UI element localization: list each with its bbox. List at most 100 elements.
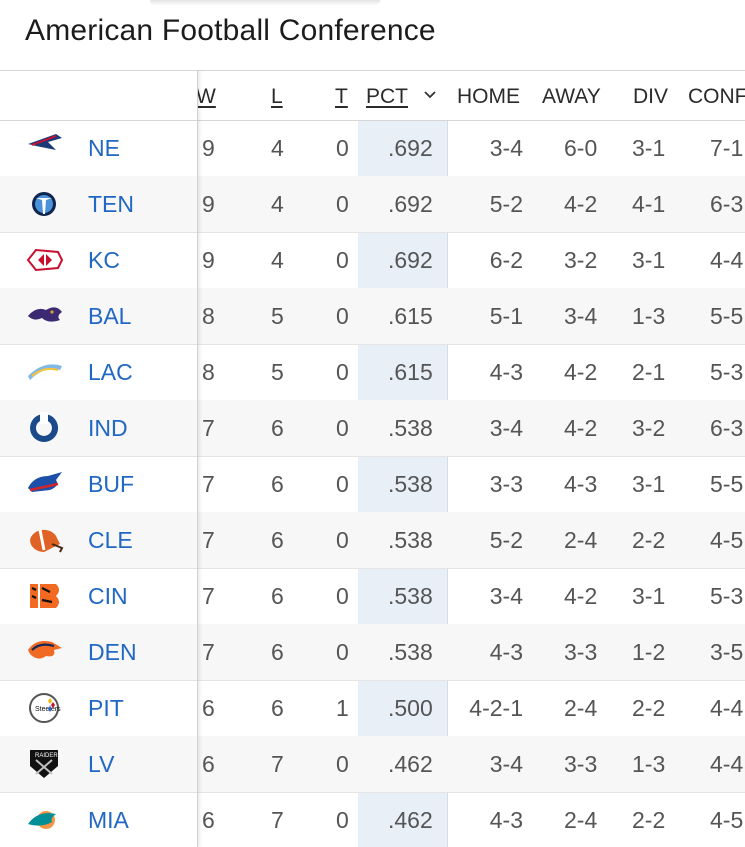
stat-l: 6: [271, 583, 284, 609]
stat-home: 3-4: [489, 415, 523, 441]
stat-div: 1-3: [632, 303, 666, 329]
team-row[interactable]: Steelers PIT: [0, 680, 197, 737]
col-header-w[interactable]: W: [196, 85, 216, 108]
stat-home: 3-4: [489, 135, 523, 161]
stat-away: 2-4: [564, 695, 598, 721]
stat-l: 6: [271, 639, 284, 665]
stat-home: 5-2: [489, 191, 523, 217]
stat-div: 4-1: [632, 191, 666, 217]
standings-table: W L T PCT HOME AWAY DIV CONF 9 4 0 .692 3-4 6…: [0, 70, 745, 847]
stat-t: 0: [336, 303, 349, 329]
svg-text:Steelers: Steelers: [35, 706, 61, 713]
bills-logo: [28, 472, 62, 492]
stat-away: 4-2: [564, 583, 598, 609]
stat-w: 8: [202, 303, 215, 329]
stat-t: 0: [336, 359, 349, 385]
stat-away: 6-0: [564, 135, 598, 161]
stat-away: 4-2: [564, 415, 598, 441]
stat-div: 3-1: [632, 471, 666, 497]
team-row[interactable]: KC: [0, 232, 197, 289]
stat-t: 0: [336, 415, 349, 441]
team-link[interactable]: PIT: [88, 695, 124, 721]
team-link[interactable]: DEN: [88, 639, 137, 665]
team-row[interactable]: BUF: [0, 456, 197, 513]
team-link[interactable]: KC: [88, 247, 120, 273]
stat-home: 3-4: [489, 751, 523, 777]
stat-w: 9: [202, 135, 215, 161]
col-header-t[interactable]: T: [335, 85, 348, 108]
stat-away: 3-2: [564, 247, 598, 273]
stat-div: 3-2: [632, 415, 666, 441]
col-header-l[interactable]: L: [271, 85, 283, 108]
stat-conf: 7-1: [710, 135, 744, 161]
team-link[interactable]: TEN: [88, 191, 134, 217]
stat-div: 1-3: [632, 751, 666, 777]
stat-home: 4-3: [489, 807, 523, 833]
stat-div: 1-2: [632, 639, 666, 665]
team-row[interactable]: IND: [0, 400, 197, 457]
stat-t: 0: [336, 191, 349, 217]
col-header-away[interactable]: AWAY: [542, 85, 601, 108]
stat-pct: .692: [388, 247, 433, 273]
stat-t: 0: [336, 247, 349, 273]
team-row[interactable]: BAL: [0, 288, 197, 345]
team-link[interactable]: BUF: [88, 471, 134, 497]
stat-div: 3-1: [632, 583, 666, 609]
stat-l: 6: [271, 695, 284, 721]
team-row[interactable]: CIN: [0, 568, 197, 625]
stat-div: 2-2: [632, 527, 666, 553]
stat-t: 0: [336, 471, 349, 497]
team-row[interactable]: DEN: [0, 624, 197, 681]
team-row[interactable]: TEN: [0, 176, 197, 233]
team-row[interactable]: MIA: [0, 792, 197, 847]
stat-pct: .500: [388, 695, 433, 721]
stat-l: 7: [271, 807, 284, 833]
stat-div: 2-1: [632, 359, 666, 385]
col-header-conf[interactable]: CONF: [688, 85, 745, 108]
stat-l: 4: [271, 247, 284, 273]
stat-l: 7: [271, 751, 284, 777]
col-header-div[interactable]: DIV: [633, 85, 669, 108]
team-link[interactable]: LAC: [88, 359, 133, 385]
stat-w: 6: [202, 751, 215, 777]
team-row[interactable]: NE: [0, 120, 197, 177]
team-link[interactable]: LV: [88, 751, 115, 777]
team-link[interactable]: BAL: [88, 303, 132, 329]
stat-home: 5-1: [489, 303, 523, 329]
stat-div: 3-1: [632, 247, 666, 273]
team-link[interactable]: IND: [88, 415, 128, 441]
stat-t: 0: [336, 583, 349, 609]
svg-text:RAIDERS: RAIDERS: [35, 753, 62, 759]
stat-away: 4-2: [564, 359, 598, 385]
stat-w: 8: [202, 359, 215, 385]
col-header-pct[interactable]: PCT: [366, 85, 408, 108]
stat-t: 0: [336, 639, 349, 665]
stat-away: 3-4: [564, 303, 598, 329]
stat-conf: 4-4: [710, 247, 744, 273]
steelers-logo: Steelers: [29, 693, 61, 723]
stat-div: 2-2: [632, 695, 666, 721]
team-row[interactable]: LAC: [0, 344, 197, 401]
stat-pct: .462: [388, 807, 433, 833]
stat-conf: 4-5: [710, 807, 744, 833]
team-link[interactable]: CLE: [88, 527, 133, 553]
patriots-logo: [28, 134, 62, 150]
team-link[interactable]: CIN: [88, 583, 128, 609]
stat-l: 4: [271, 135, 284, 161]
stat-l: 4: [271, 191, 284, 217]
chevron-down-icon[interactable]: [423, 90, 437, 100]
team-link[interactable]: MIA: [88, 807, 129, 833]
stat-w: 7: [202, 639, 215, 665]
team-row[interactable]: CLE: [0, 512, 197, 569]
stat-conf: 4-4: [710, 751, 744, 777]
stat-pct: .692: [388, 191, 433, 217]
chiefs-logo: [26, 248, 64, 272]
team-link[interactable]: NE: [88, 135, 120, 161]
stat-t: 1: [336, 695, 349, 721]
stat-conf: 6-3: [710, 191, 744, 217]
stat-away: 4-2: [564, 191, 598, 217]
team-row[interactable]: RAIDERS LV: [0, 736, 197, 793]
col-header-home[interactable]: HOME: [457, 85, 520, 108]
bengals-logo: [30, 584, 59, 608]
stat-l: 5: [271, 359, 284, 385]
